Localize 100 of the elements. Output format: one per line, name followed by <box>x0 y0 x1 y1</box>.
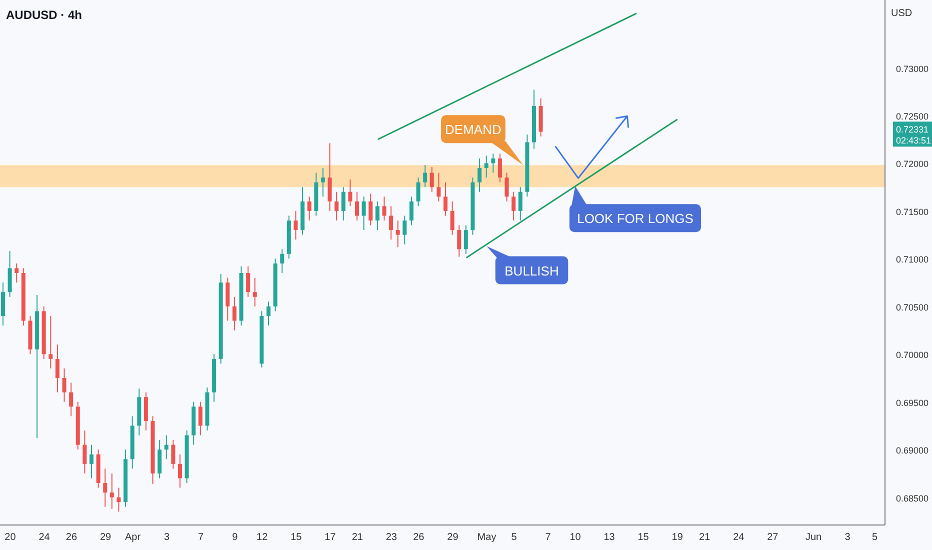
candlestick <box>444 182 448 216</box>
candlestick <box>334 191 339 221</box>
candlestick <box>280 248 284 274</box>
x-tick-label: 26 <box>66 532 78 544</box>
candlestick <box>8 250 12 298</box>
candlestick <box>382 196 386 221</box>
x-tick-label: 12 <box>256 532 268 544</box>
x-tick-label: 10 <box>570 532 582 544</box>
annotation: LOOK FOR LONGS <box>577 211 694 226</box>
text: 02:43:51 <box>896 136 932 146</box>
y-tick-label: 0.73000 <box>896 64 929 74</box>
x-tick-label: May <box>477 532 496 544</box>
candlestick <box>164 434 168 460</box>
candlestick <box>402 215 407 245</box>
candlestick <box>368 193 373 226</box>
band-label: DEMAND <box>445 122 502 138</box>
candlestick <box>307 196 312 221</box>
x-tick-label: 29 <box>447 532 459 544</box>
candlestick <box>464 224 468 254</box>
x-tick-label: Apr <box>124 532 142 544</box>
candlestick <box>362 196 366 231</box>
candlestick <box>144 392 148 431</box>
candlestick <box>252 277 257 307</box>
candlestick <box>512 191 516 221</box>
annotation: BULLISH <box>504 263 559 278</box>
candlestick <box>416 177 420 207</box>
x-tick-label: 7 <box>198 532 204 544</box>
candlestick <box>110 472 114 510</box>
x-tick-label: 7 <box>545 532 552 544</box>
x-tick-label: 13 <box>604 532 616 544</box>
candlestick <box>198 401 202 436</box>
candlestick <box>436 172 441 202</box>
x-tick-label: 17 <box>324 532 336 544</box>
text: AUDUSD · 4h <box>6 8 82 22</box>
x-tick-label: Jun <box>805 532 822 544</box>
candlestick <box>348 178 352 207</box>
candlestick <box>1 282 5 326</box>
candlestick <box>518 186 522 221</box>
candlestick <box>90 444 94 479</box>
candlestick <box>82 430 87 474</box>
candlestick <box>355 191 359 221</box>
candlestick <box>457 224 462 258</box>
candlestick <box>103 468 108 508</box>
y-tick-label: 0.70500 <box>896 302 929 312</box>
x-tick-label: 24 <box>38 532 50 544</box>
candlestick <box>294 210 298 240</box>
y-axis-title: USD <box>891 8 912 19</box>
candlestick <box>409 196 414 226</box>
x-tick-label: 3 <box>164 532 170 544</box>
candlestick <box>226 277 230 322</box>
y-tick-label: 0.70000 <box>896 350 929 360</box>
x-tick-label: 21 <box>352 532 364 544</box>
candlestick <box>423 164 428 188</box>
x-tick-label: 3 <box>844 532 851 544</box>
y-tick-label: 0.69500 <box>896 398 929 408</box>
candlestick <box>341 186 346 221</box>
x-tick-label: 9 <box>232 532 238 544</box>
candlestick <box>232 296 236 331</box>
candlestick <box>266 301 270 326</box>
candlestick <box>69 382 74 417</box>
candlestick <box>491 153 496 174</box>
candlestick <box>158 440 162 479</box>
y-tick-label: 0.72500 <box>896 112 929 122</box>
x-tick-label: 20 <box>4 532 16 544</box>
candlestick <box>328 142 332 212</box>
x-tick-label: 5 <box>872 532 878 544</box>
candlestick <box>171 440 176 470</box>
candlestick <box>484 155 488 178</box>
candlestick <box>55 344 60 393</box>
x-tick-label: 23 <box>386 532 398 544</box>
x-tick-label: 5 <box>511 532 518 544</box>
candlestick <box>450 200 454 236</box>
candlestick <box>396 220 400 248</box>
y-tick-label: 0.72000 <box>896 159 929 170</box>
candlestick <box>48 315 53 369</box>
candlestick <box>389 206 394 240</box>
candlestick <box>178 454 182 488</box>
x-tick-label: 19 <box>672 532 684 544</box>
x-tick-label: 26 <box>413 532 425 544</box>
x-tick-label: 27 <box>767 532 779 544</box>
y-tick-label: 0.69000 <box>896 446 929 456</box>
candlestick <box>246 266 250 298</box>
x-tick-label: 15 <box>638 532 650 544</box>
y-tick-label: 0.72331 <box>896 124 929 135</box>
candlestick <box>430 166 434 192</box>
candlestick <box>504 172 509 202</box>
y-tick-label: 0.71500 <box>896 206 929 217</box>
x-tick-label: 21 <box>699 532 711 544</box>
candlestick <box>14 262 19 284</box>
y-tick-label: 0.71000 <box>896 254 929 265</box>
y-tick-label: 0.68500 <box>896 493 929 504</box>
candlestick <box>478 158 482 192</box>
candlestick <box>498 153 502 183</box>
candlestick <box>375 200 380 231</box>
candlestick <box>116 487 121 512</box>
candlestick <box>62 368 66 402</box>
candlestick <box>320 168 325 198</box>
x-tick-label: 29 <box>100 532 112 544</box>
x-tick-label: 15 <box>290 532 302 544</box>
x-tick-label: 24 <box>733 532 745 544</box>
